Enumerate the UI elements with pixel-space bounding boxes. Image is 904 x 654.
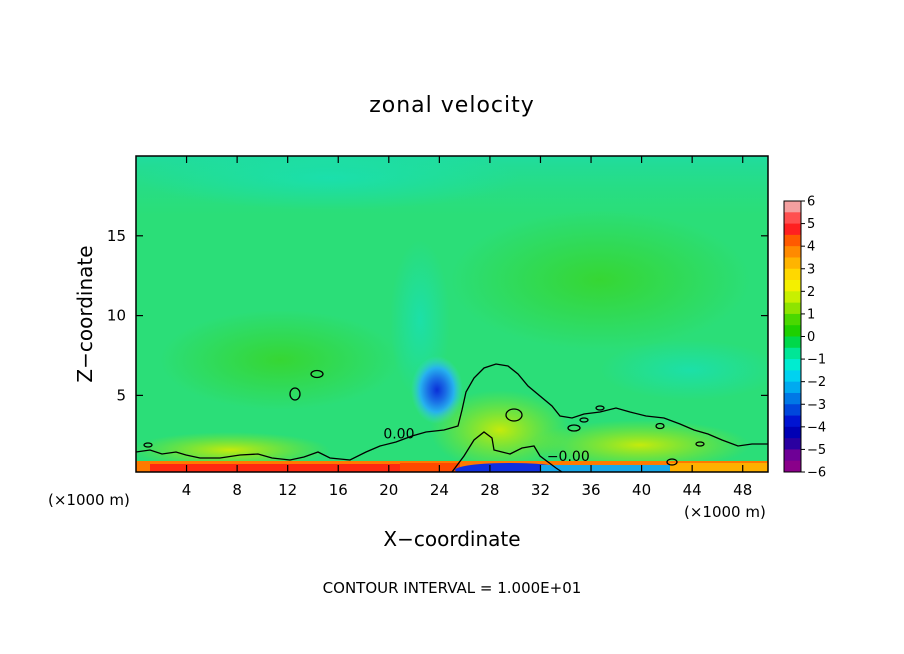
x-tick-label: 36 — [581, 481, 600, 499]
contour-label: 0.00 — [383, 426, 414, 442]
colorbar-band — [784, 381, 801, 394]
x-axis-label: X−coordinate — [383, 527, 520, 551]
colorbar-tick-label: 0 — [807, 330, 815, 345]
x-tick-label: 44 — [683, 481, 702, 499]
x-tick-label: 48 — [733, 481, 752, 499]
x-tick-label: 4 — [182, 481, 192, 499]
plot-area — [136, 156, 768, 472]
colorbar-band — [784, 370, 801, 383]
colorbar-tick-label: −1 — [807, 353, 826, 368]
y-axis: 5 10 15 — [107, 227, 768, 404]
colorbar: 6 5 4 3 2 1 0 −1 −2 −3 −4 −5 −6 — [783, 195, 826, 481]
zero-contour-inner-bump — [451, 431, 563, 472]
plot-frame — [135, 155, 769, 473]
colorbar-band — [784, 336, 801, 349]
zero-contour-main — [136, 363, 768, 461]
colorbar-tick-label: 5 — [807, 217, 815, 232]
x-tick-label: 24 — [430, 481, 449, 499]
colorbar-tick-label: −2 — [807, 375, 826, 390]
colorbar-band — [784, 291, 801, 304]
y-tick-label: 15 — [107, 227, 126, 245]
colorbar-tick-label: 6 — [807, 195, 815, 210]
colorbar-band — [784, 201, 801, 213]
colorbar-band — [784, 246, 801, 258]
x-tick-label: 16 — [329, 481, 348, 499]
zero-contour-island-6 — [595, 405, 605, 411]
colorbar-band — [784, 280, 801, 292]
zero-contour-island-10 — [143, 442, 153, 448]
colorbar-band — [784, 438, 801, 450]
zero-contours — [136, 363, 768, 472]
colorbar-band — [784, 426, 801, 439]
colorbar-tick-label: −6 — [807, 466, 826, 481]
colorbar-band — [784, 460, 801, 473]
zero-contour-island-1 — [289, 387, 301, 401]
colorbar-band — [784, 404, 801, 416]
x-tick-label: 40 — [632, 481, 651, 499]
colorbar-band — [784, 415, 801, 428]
x-unit-label-right: (×1000 m) — [684, 503, 766, 521]
contour-interval-text: CONTOUR INTERVAL = 1.000E+01 — [323, 579, 582, 597]
field-green-lobe-right — [450, 210, 750, 350]
zero-contour-island-2 — [310, 369, 324, 379]
field-surface-minimum — [455, 463, 565, 472]
colorbar-tick-label: −3 — [807, 398, 826, 413]
colorbar-band — [784, 325, 801, 337]
contour-label: −0.00 — [547, 449, 590, 465]
x-tick-label: 28 — [480, 481, 499, 499]
x-tick-label: 12 — [278, 481, 297, 499]
colorbar-band — [784, 347, 801, 360]
colorbar-tick-label: 1 — [807, 307, 815, 322]
x-tick-label: 8 — [232, 481, 242, 499]
colorbar-band — [784, 268, 801, 281]
field-surface-red-left — [150, 464, 400, 472]
colorbar-tick-label: −5 — [807, 443, 826, 458]
zero-contour-island-8 — [695, 441, 705, 447]
field-upper-cyan-lobe — [140, 156, 520, 210]
x-unit-label-left: (×1000 m) — [48, 491, 130, 509]
x-tick-label: 20 — [379, 481, 398, 499]
colorbar-band — [784, 212, 801, 224]
field-yellow-right — [530, 420, 750, 470]
zero-contour-island-7 — [655, 422, 665, 430]
chart-title: zonal velocity — [369, 93, 535, 118]
x-axis: 4 8 12 16 20 24 28 32 36 40 44 48 — [182, 156, 752, 499]
field-surface-blue-right — [540, 465, 670, 472]
zero-contour-island-3 — [505, 408, 523, 422]
field-surface-orange-right — [670, 463, 768, 472]
colorbar-tick-label: −4 — [807, 420, 826, 435]
field-green-lobe-left — [160, 310, 400, 410]
field-surface-red-mid — [400, 463, 460, 472]
zero-contour-island-9 — [666, 458, 678, 466]
y-tick-label: 10 — [107, 307, 126, 325]
colorbar-band — [784, 449, 801, 462]
x-tick-label: 32 — [531, 481, 550, 499]
colorbar-band — [784, 234, 801, 247]
colorbar-band — [784, 302, 801, 315]
contour-labels: 0.00 −0.00 — [383, 426, 589, 464]
zero-contour-island-5 — [579, 417, 589, 423]
field-cyan-lobe-right — [600, 340, 768, 400]
y-axis-label: Z−coordinate — [73, 245, 97, 382]
colorbar-band — [784, 223, 801, 236]
colorbar-band — [784, 313, 801, 326]
colorbar-band — [784, 359, 801, 371]
zero-contour-island-4 — [567, 424, 581, 432]
colorbar-band — [784, 257, 801, 270]
colorbar-tick-label: 3 — [807, 262, 815, 277]
colorbar-tick-label: 4 — [807, 240, 815, 255]
colorbar-band — [784, 392, 801, 405]
colorbar-tick-label: 2 — [807, 285, 815, 300]
y-tick-label: 5 — [116, 386, 126, 404]
